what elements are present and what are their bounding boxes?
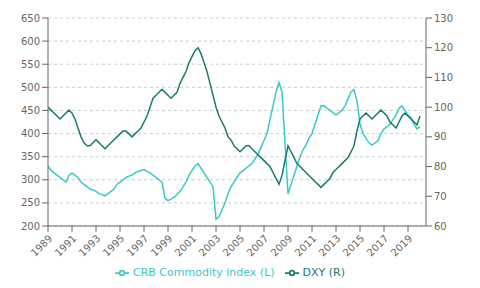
svg-text:1991: 1991 — [53, 233, 79, 259]
svg-text:70: 70 — [434, 191, 447, 202]
svg-text:60: 60 — [434, 221, 447, 232]
svg-text:130: 130 — [434, 13, 453, 24]
svg-text:200: 200 — [21, 221, 40, 232]
svg-text:450: 450 — [21, 105, 40, 116]
svg-text:1995: 1995 — [101, 233, 127, 259]
svg-text:2019: 2019 — [389, 233, 415, 259]
svg-text:350: 350 — [21, 151, 40, 162]
svg-text:2015: 2015 — [341, 233, 367, 259]
svg-text:90: 90 — [434, 131, 447, 142]
svg-text:1999: 1999 — [149, 233, 175, 259]
svg-text:110: 110 — [434, 72, 453, 83]
html-text:CRB Commodity index (L): CRB Commodity index (L) — [133, 266, 275, 279]
svg-text:600: 600 — [21, 36, 40, 47]
svg-text:2005: 2005 — [221, 233, 247, 259]
svg-text:2017: 2017 — [365, 233, 391, 259]
svg-text:100: 100 — [434, 102, 453, 113]
svg-text:1993: 1993 — [77, 233, 103, 259]
svg-text:120: 120 — [434, 42, 453, 53]
svg-text:2009: 2009 — [269, 233, 295, 259]
svg-text:550: 550 — [21, 59, 40, 70]
svg-text:1997: 1997 — [125, 233, 151, 259]
svg-text:2013: 2013 — [317, 233, 343, 259]
svg-text:80: 80 — [434, 161, 447, 172]
svg-text:400: 400 — [21, 128, 40, 139]
svg-text:2003: 2003 — [197, 233, 223, 259]
svg-text:2011: 2011 — [293, 233, 319, 259]
svg-text:300: 300 — [21, 174, 40, 185]
html-text:DXY (R): DXY (R) — [302, 266, 345, 279]
svg-text:250: 250 — [21, 197, 40, 208]
svg-text:2001: 2001 — [173, 233, 199, 259]
svg-text:2007: 2007 — [245, 233, 271, 259]
svg-text:500: 500 — [21, 82, 40, 93]
svg-text:650: 650 — [21, 13, 40, 24]
svg-text:1989: 1989 — [29, 233, 55, 259]
